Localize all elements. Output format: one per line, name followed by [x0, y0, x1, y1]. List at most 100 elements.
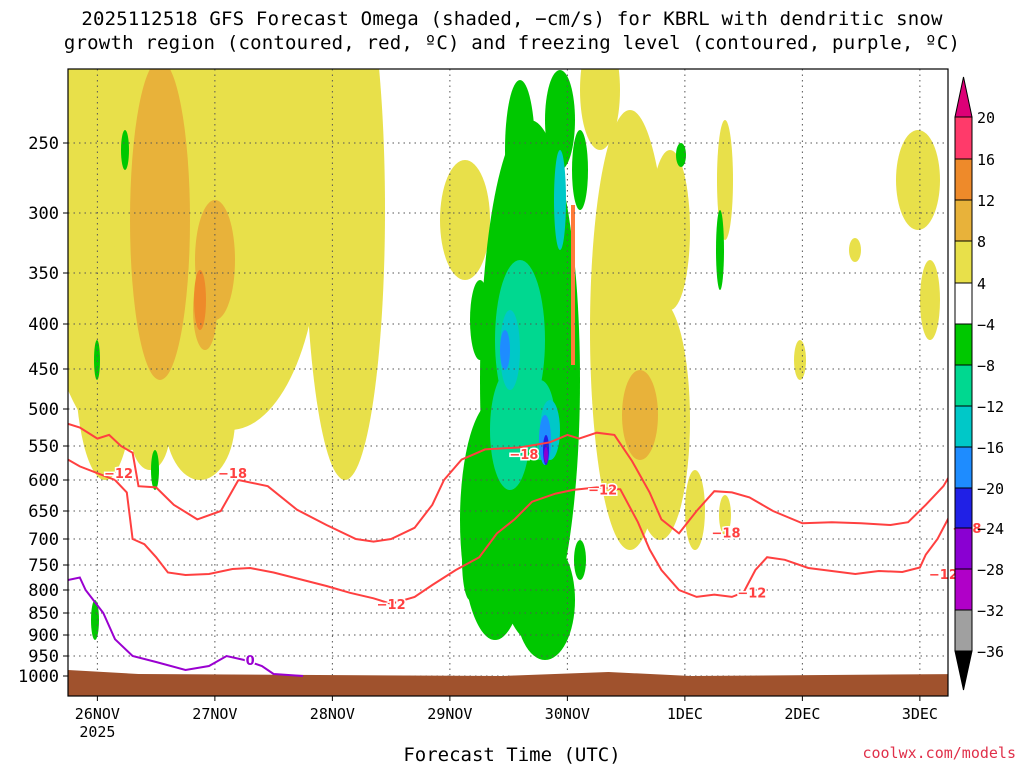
- contour-layer: [68, 422, 948, 677]
- omega-region: [685, 470, 705, 550]
- contour-label: 0: [246, 654, 255, 669]
- contour-0-freezing-level: [68, 576, 304, 677]
- x-year-label: 2025: [79, 723, 115, 741]
- y-tick-label: 250: [28, 134, 59, 154]
- omega-streak: [571, 205, 575, 365]
- y-tick-label: 350: [28, 264, 59, 284]
- colorbar-segment: [954, 609, 973, 652]
- omega-region: [896, 130, 940, 230]
- omega-region: [717, 120, 733, 240]
- colorbar-max-arrow: [954, 76, 973, 118]
- colorbar-min-arrow: [954, 650, 973, 691]
- omega-region: [194, 270, 206, 330]
- plot-frame: [67, 68, 949, 697]
- omega-region: [151, 450, 159, 490]
- colorbar-label: −4: [977, 316, 995, 334]
- y-tick-label: 450: [28, 360, 59, 380]
- colorbar-segment: [954, 240, 973, 284]
- contour-label: −12: [377, 598, 406, 613]
- y-tick-label: 400: [28, 315, 59, 335]
- colorbar-segment: [954, 116, 973, 160]
- x-tick-label: 3DEC: [902, 705, 938, 723]
- y-tick-label: 700: [28, 530, 59, 550]
- y-tick-label: 850: [28, 604, 59, 624]
- omega-region: [544, 447, 548, 463]
- omega-shading-layer: [68, 69, 940, 660]
- omega-region: [849, 238, 861, 262]
- x-tick-label: 2DEC: [784, 705, 820, 723]
- omega-region: [130, 69, 190, 380]
- omega-region: [515, 540, 575, 660]
- omega-region: [500, 330, 510, 370]
- y-tick-label: 650: [28, 502, 59, 522]
- omega-region: [554, 150, 566, 250]
- omega-region: [94, 340, 100, 380]
- omega-region: [305, 69, 385, 480]
- x-tick-label: 26NOV: [75, 705, 120, 723]
- colorbar-label: −32: [977, 602, 1004, 620]
- contour-label: −12: [929, 568, 958, 583]
- colorbar-segment: [954, 487, 973, 529]
- omega-region: [470, 280, 490, 360]
- y-tick-label: 600: [28, 471, 59, 491]
- contour-label: −12: [104, 467, 133, 482]
- chart-title-line1: 2025112518 GFS Forecast Omega (shaded, −…: [81, 8, 943, 30]
- omega-region: [121, 130, 129, 170]
- omega-region: [676, 143, 686, 167]
- axes-layer: 2503003504004505005506006507007508008509…: [18, 134, 938, 741]
- colorbar-label: 20: [977, 109, 995, 127]
- y-tick-label: 500: [28, 400, 59, 420]
- colorbar-segment: [954, 282, 973, 325]
- colorbar-label: 16: [977, 151, 995, 169]
- colorbar-label: 8: [977, 233, 986, 251]
- colorbar-segment: [954, 568, 973, 611]
- omega-region: [574, 540, 586, 580]
- colorbar-label: −24: [977, 520, 1004, 538]
- colorbar-segment: [954, 527, 973, 570]
- contour-label: −18: [509, 448, 538, 463]
- omega-region: [719, 495, 731, 535]
- y-tick-label: 800: [28, 581, 59, 601]
- colorbar: 20 16 12 8 4 −4 −8 −12 −16 −20 −24 −28 −32 −36: [954, 76, 1004, 691]
- omega-region: [580, 69, 620, 150]
- omega-region: [545, 70, 575, 170]
- credit-link[interactable]: coolwx.com/models: [862, 744, 1016, 762]
- colorbar-label: 4: [977, 275, 986, 293]
- colorbar-label: −36: [977, 643, 1004, 661]
- omega-region: [572, 130, 588, 210]
- contour-label: −18: [712, 526, 741, 541]
- terrain-layer: [68, 670, 948, 696]
- y-tick-label: 550: [28, 437, 59, 457]
- contour-label: −12: [737, 586, 766, 601]
- y-tick-label: 1000: [18, 667, 59, 687]
- colorbar-segment: [954, 323, 973, 366]
- colorbar-label: 12: [977, 192, 995, 210]
- omega-region: [490, 370, 530, 490]
- x-tick-label: 30NOV: [545, 705, 590, 723]
- x-axis-label: Forecast Time (UTC): [403, 744, 621, 766]
- x-tick-label: 1DEC: [667, 705, 703, 723]
- grid-layer: [68, 69, 948, 696]
- colorbar-label: −8: [977, 357, 995, 375]
- omega-region: [794, 340, 806, 380]
- y-tick-label: 300: [28, 204, 59, 224]
- colorbar-segment: [954, 405, 973, 448]
- terrain-surface: [68, 670, 948, 696]
- chart-title-line2: growth region (contoured, red, ºC) and f…: [63, 32, 961, 54]
- y-tick-label: 950: [28, 647, 59, 667]
- omega-region: [130, 390, 170, 470]
- contour-label: −12: [588, 483, 617, 498]
- colorbar-segment: [954, 158, 973, 201]
- omega-region: [920, 260, 940, 340]
- contour--12-isotherm: [68, 458, 948, 605]
- x-tick-label: 29NOV: [427, 705, 472, 723]
- omega-region: [505, 80, 535, 220]
- contour-label: −18: [218, 467, 247, 482]
- colorbar-label: −28: [977, 561, 1004, 579]
- omega-region: [622, 370, 658, 460]
- colorbar-label: −16: [977, 439, 1004, 457]
- omega-region: [440, 160, 490, 280]
- omega-region: [462, 520, 478, 600]
- colorbar-label: −20: [977, 480, 1004, 498]
